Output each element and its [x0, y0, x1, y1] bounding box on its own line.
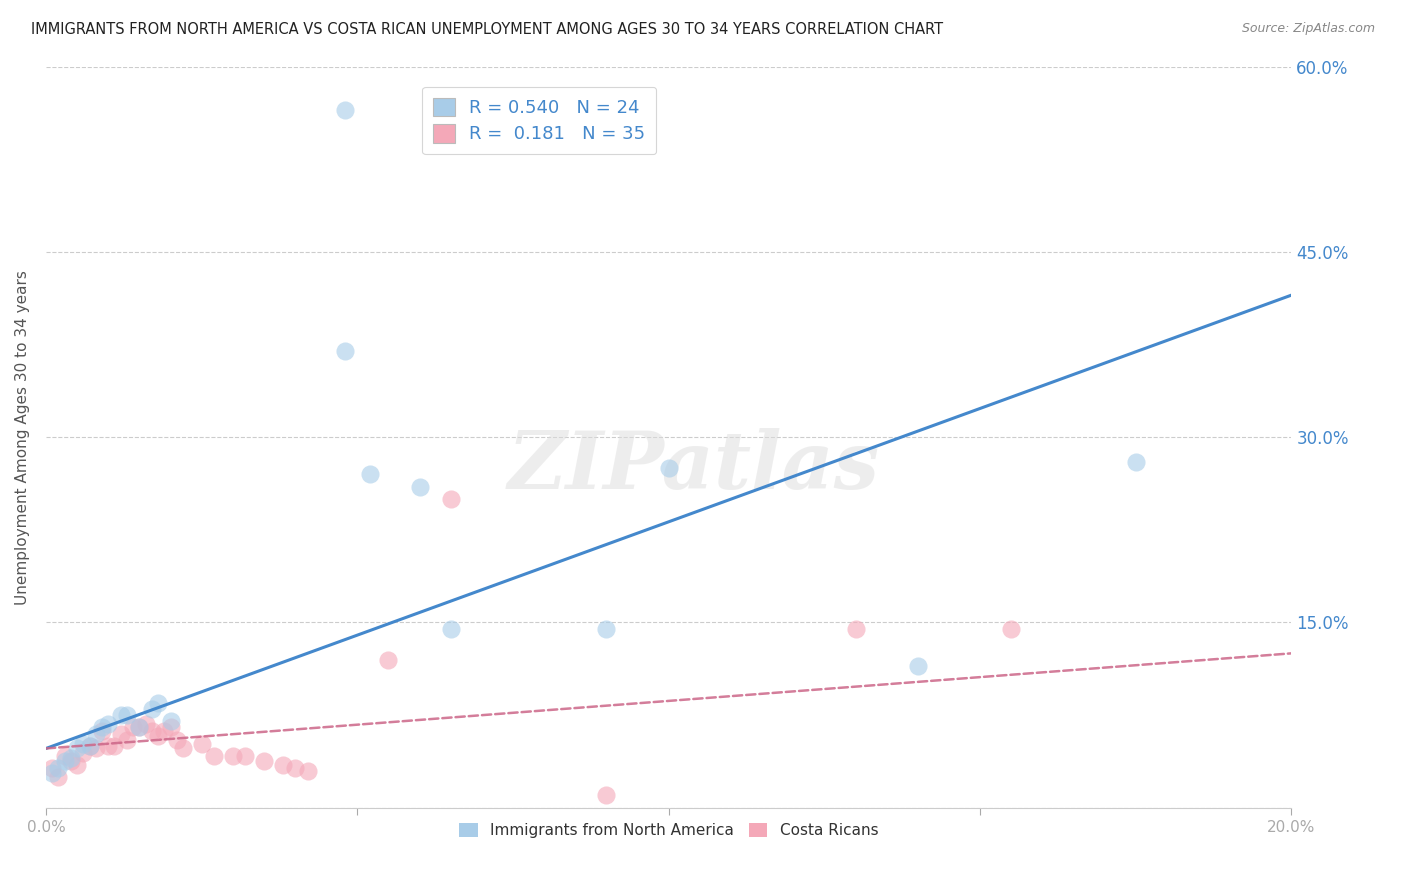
Point — [91, 721, 114, 735]
Point — [907, 658, 929, 673]
Point — [79, 739, 101, 753]
Point — [84, 741, 107, 756]
Point — [53, 754, 76, 768]
Point — [66, 741, 89, 756]
Point — [595, 622, 617, 636]
Text: ZIPatlas: ZIPatlas — [508, 428, 880, 506]
Point — [115, 732, 138, 747]
Point — [97, 716, 120, 731]
Point — [97, 739, 120, 753]
Point — [91, 724, 114, 739]
Point — [284, 761, 307, 775]
Point — [1000, 622, 1022, 636]
Point — [110, 708, 132, 723]
Point — [844, 622, 866, 636]
Point — [135, 716, 157, 731]
Point — [333, 103, 356, 117]
Point — [595, 789, 617, 803]
Point — [166, 732, 188, 747]
Point — [297, 764, 319, 778]
Point — [172, 741, 194, 756]
Point — [271, 757, 294, 772]
Point — [141, 724, 163, 739]
Point — [159, 714, 181, 729]
Point — [66, 757, 89, 772]
Point — [159, 721, 181, 735]
Point — [440, 491, 463, 506]
Point — [41, 761, 63, 775]
Legend: Immigrants from North America, Costa Ricans: Immigrants from North America, Costa Ric… — [453, 817, 884, 845]
Point — [115, 708, 138, 723]
Point — [202, 748, 225, 763]
Point — [1125, 455, 1147, 469]
Point — [41, 766, 63, 780]
Point — [48, 770, 70, 784]
Point — [253, 754, 276, 768]
Point — [110, 726, 132, 740]
Point — [128, 721, 150, 735]
Point — [79, 739, 101, 753]
Point — [658, 461, 681, 475]
Point — [141, 702, 163, 716]
Point — [333, 343, 356, 358]
Point — [146, 696, 169, 710]
Point — [377, 652, 399, 666]
Point — [153, 724, 176, 739]
Point — [359, 467, 381, 482]
Point — [103, 739, 125, 753]
Point — [59, 751, 82, 765]
Point — [122, 721, 145, 735]
Point — [408, 479, 430, 493]
Point — [53, 748, 76, 763]
Text: IMMIGRANTS FROM NORTH AMERICA VS COSTA RICAN UNEMPLOYMENT AMONG AGES 30 TO 34 YE: IMMIGRANTS FROM NORTH AMERICA VS COSTA R… — [31, 22, 943, 37]
Y-axis label: Unemployment Among Ages 30 to 34 years: Unemployment Among Ages 30 to 34 years — [15, 269, 30, 605]
Point — [72, 747, 94, 761]
Point — [233, 748, 256, 763]
Point — [146, 729, 169, 743]
Point — [48, 761, 70, 775]
Point — [190, 737, 212, 751]
Text: Source: ZipAtlas.com: Source: ZipAtlas.com — [1241, 22, 1375, 36]
Point — [440, 622, 463, 636]
Point — [222, 748, 245, 763]
Point — [84, 726, 107, 740]
Point — [72, 737, 94, 751]
Point — [128, 721, 150, 735]
Point — [59, 754, 82, 768]
